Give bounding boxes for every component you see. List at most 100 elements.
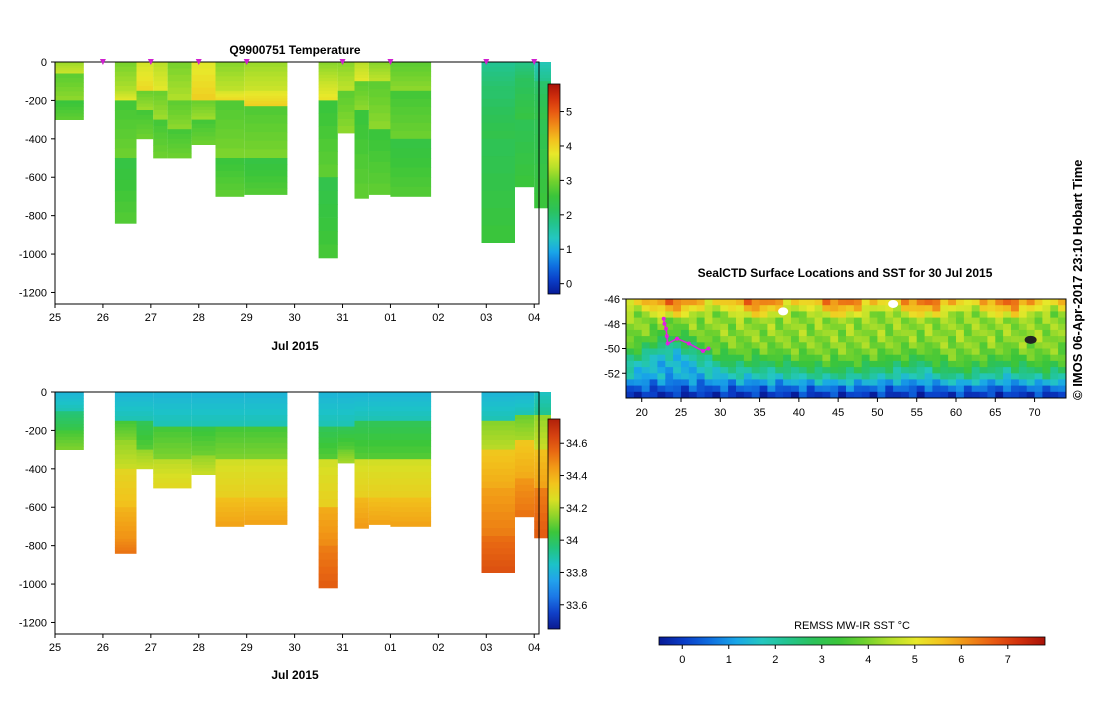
profile-cell [136, 435, 154, 441]
profile-cell [368, 62, 391, 66]
sst-cell [940, 379, 949, 387]
sst-cell [1011, 299, 1020, 306]
sst-cell [956, 311, 965, 319]
sst-cell [743, 379, 753, 387]
sst-cell [775, 317, 784, 325]
sst-cell [688, 373, 698, 380]
profile-cell [191, 132, 216, 137]
sst-cell [995, 311, 1004, 319]
sst-cell [1011, 305, 1020, 312]
profile-cell [390, 459, 432, 466]
sst-cell [633, 329, 643, 337]
sst-cell [673, 305, 682, 312]
sst-cell [916, 299, 926, 306]
sst-cell [1011, 391, 1020, 399]
sst-cell [736, 323, 745, 331]
sst-cell [696, 379, 706, 387]
sst-cell [995, 391, 1004, 399]
sst-cell [948, 336, 957, 343]
sst-cell [1050, 385, 1059, 393]
sst-cell [877, 336, 886, 343]
profile-cell [354, 100, 369, 106]
sst-cell [908, 348, 918, 356]
profile-cell [167, 148, 192, 154]
profile-cell [354, 139, 369, 155]
profile-cell [114, 62, 137, 68]
sst-cell [806, 317, 816, 325]
sst-cell [791, 336, 800, 343]
sst-cell [767, 311, 776, 319]
sst-cell [1034, 342, 1043, 349]
sst-cell [657, 367, 666, 374]
imos-credit: © IMOS 06-Apr-2017 23:10 Hobart Time [1070, 159, 1085, 400]
sst-cell [1058, 305, 1067, 312]
profile-cell [368, 71, 391, 76]
sst-cell [665, 317, 674, 325]
profile-cell [55, 417, 84, 422]
profile-cell [244, 170, 288, 177]
profile-cell [191, 420, 216, 427]
sst-cell [681, 385, 690, 393]
sst-cell [649, 299, 658, 306]
profile-cell [215, 66, 245, 72]
sst-cell [846, 367, 855, 374]
profile-cell [534, 62, 551, 66]
sst-cell [783, 342, 792, 349]
profile-cell [354, 95, 369, 101]
sst-cell [626, 367, 635, 374]
sst-cell [626, 317, 635, 325]
profile-cell [390, 452, 432, 460]
sst-cell [932, 354, 941, 362]
profile-cell [136, 94, 154, 98]
profile-cell [515, 113, 535, 120]
profile-cell [153, 62, 168, 68]
profile-cell [534, 407, 551, 412]
profile-cell [244, 98, 288, 102]
profile-cell [481, 496, 515, 505]
sst-cell [633, 354, 643, 362]
sst-cell [861, 317, 871, 325]
profile-cell [318, 559, 338, 568]
sst-cell [641, 317, 651, 325]
sst-cell [743, 348, 753, 356]
sst-cell [759, 305, 768, 312]
profile-cell [153, 432, 192, 438]
sst-cell [932, 323, 941, 331]
sst-cell [822, 391, 831, 399]
sst-cell [948, 367, 957, 374]
sst-cell [853, 311, 863, 319]
profile-cell [114, 494, 137, 502]
sst-cell [1011, 323, 1020, 331]
seal-location [664, 334, 669, 339]
sst-cell [940, 323, 949, 331]
sst-cell [649, 360, 658, 368]
profile-cell [318, 204, 338, 218]
sst-cell [657, 385, 666, 393]
profile-cell [337, 451, 355, 455]
sst-cell [759, 342, 768, 349]
sst-cell [751, 336, 761, 343]
sst-cell [916, 305, 926, 312]
profile-cell [215, 86, 245, 92]
seal-location [701, 348, 705, 353]
sst-cell [759, 354, 768, 362]
seal-location [675, 336, 680, 341]
sst-cell [924, 336, 933, 343]
profile-cell [368, 81, 391, 90]
profile-cell [368, 396, 391, 402]
profile-cell [191, 119, 216, 125]
profile-cell [153, 95, 168, 101]
profile-marker [99, 59, 106, 65]
sst-colorbar-tick-label: 4 [865, 654, 871, 666]
profile-cell [390, 158, 432, 168]
sst-cell [1050, 336, 1059, 343]
sst-cell [901, 373, 910, 380]
profile-cell [114, 512, 137, 518]
profile-cell [515, 440, 535, 447]
sst-cell [869, 305, 878, 312]
sst-cell [932, 385, 941, 393]
profile-cell [354, 78, 369, 82]
profile-cell [114, 531, 137, 537]
sst-cell [720, 354, 729, 362]
